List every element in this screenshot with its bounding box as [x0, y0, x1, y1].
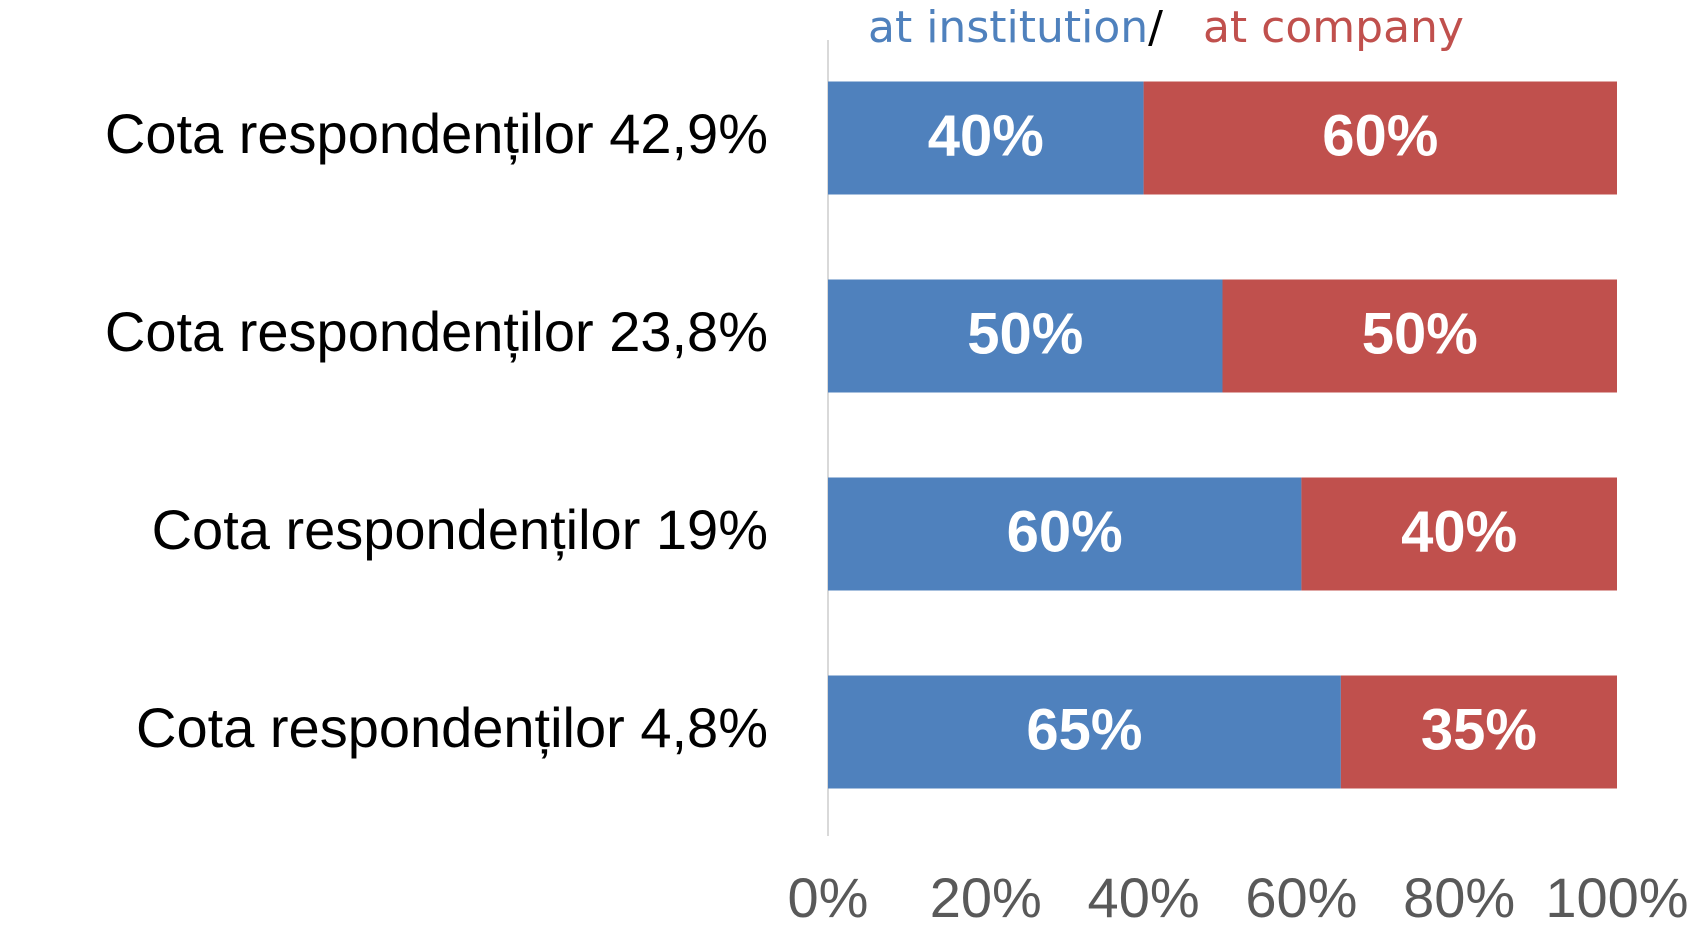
bar-segment [828, 675, 1341, 789]
bar-segment [1301, 477, 1617, 591]
value-label: 40% [1401, 499, 1517, 564]
x-tick-label: 60% [1245, 866, 1357, 929]
category-label: Cota respondenților 42,9% [105, 102, 768, 165]
category-label: Cota respondenților 4,8% [136, 696, 768, 759]
legend-separator: / [1148, 2, 1163, 53]
bar-segment [828, 81, 1144, 195]
value-label: 65% [1026, 697, 1142, 762]
value-label: 50% [1362, 301, 1478, 366]
value-label: 60% [1007, 499, 1123, 564]
x-tick-label: 80% [1403, 866, 1515, 929]
legend-entry: at institution [868, 2, 1148, 53]
x-tick-label: 20% [930, 866, 1042, 929]
bar-segment [1222, 279, 1617, 393]
x-tick-label: 0% [788, 866, 869, 929]
x-tick-label: 100% [1545, 866, 1688, 929]
bar-segment [828, 279, 1223, 393]
category-label: Cota respondenților 19% [152, 498, 768, 561]
x-tick-label: 40% [1088, 866, 1200, 929]
legend-entry: at company [1203, 2, 1464, 53]
bar-segment [1340, 675, 1617, 789]
value-label: 40% [928, 103, 1044, 168]
value-label: 35% [1421, 697, 1537, 762]
value-label: 50% [967, 301, 1083, 366]
bar-segment [1143, 81, 1617, 195]
category-label: Cota respondenților 23,8% [105, 300, 768, 363]
legend: at institution/ at company [868, 2, 1464, 53]
value-label: 60% [1322, 103, 1438, 168]
bar-segment [828, 477, 1302, 591]
